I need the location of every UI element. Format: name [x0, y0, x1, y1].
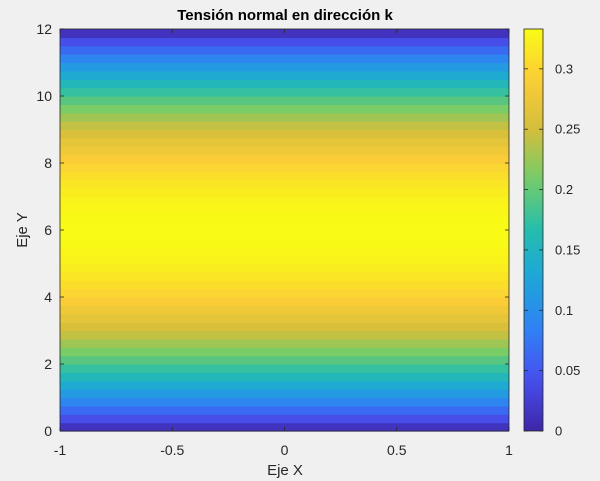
heatmap-band [60, 246, 509, 256]
heatmap-band [60, 414, 509, 424]
heatmap-band [60, 70, 509, 80]
x-tick-label: -1 [54, 442, 67, 458]
heatmap-band [60, 121, 509, 131]
x-tick-label: -0.5 [160, 442, 184, 458]
y-tick-label: 4 [44, 289, 52, 305]
colorbar-tick-label: 0.05 [555, 363, 580, 378]
colorbar-tick-label: 0.2 [555, 182, 573, 197]
heatmap-band [60, 372, 509, 382]
y-tick-label: 12 [36, 21, 52, 37]
heatmap-band [60, 230, 509, 239]
colorbar-ticks: 0 0.05 0.1 0.15 0.2 0.25 0.3 [524, 61, 580, 439]
heatmap-band [60, 280, 509, 290]
heatmap-band [60, 37, 509, 47]
heatmap-band [60, 154, 509, 164]
y-tick-label: 10 [36, 88, 52, 104]
heatmap-band [60, 79, 509, 89]
y-axis-label: Eje Y [14, 212, 31, 248]
heatmap-band [60, 313, 509, 323]
x-tick-label: 0 [281, 442, 289, 458]
heatmap-band [60, 389, 509, 399]
heatmap-band [60, 297, 509, 306]
heatmap-band [60, 204, 509, 214]
heatmap-band [60, 129, 509, 139]
heatmap-band [60, 87, 509, 97]
heatmap-band [60, 330, 509, 340]
heatmap-band [60, 62, 509, 72]
y-tick-label: 0 [44, 423, 52, 439]
heatmap-band [60, 171, 509, 181]
colorbar-tick-label: 0.3 [555, 61, 573, 76]
heatmap-band [60, 288, 509, 298]
heatmap-band [60, 188, 509, 198]
x-axis-ticks: -1 -0.5 0 0.5 1 [54, 29, 513, 458]
colorbar [523, 28, 544, 432]
heatmap-band [60, 104, 509, 114]
heatmap-band [60, 263, 509, 273]
heatmap-band [60, 96, 509, 105]
heatmap-band [60, 146, 509, 156]
x-tick-label: 0.5 [387, 442, 407, 458]
heatmap-band [60, 112, 509, 122]
heatmap-field [60, 29, 509, 432]
y-tick-label: 6 [44, 222, 52, 238]
heatmap-band [60, 322, 509, 332]
y-tick-label: 2 [44, 356, 52, 372]
heatmap-band [60, 29, 509, 38]
heatmap-band [60, 196, 509, 206]
heatmap-band [60, 221, 509, 231]
heatmap-band [60, 338, 509, 348]
heatmap-band [60, 364, 509, 373]
y-tick-label: 8 [44, 155, 52, 171]
chart-title: Tensión normal en dirección k [177, 7, 393, 24]
heatmap-band [60, 179, 509, 189]
x-axis-label: Eje X [267, 462, 303, 479]
heatmap-band [60, 271, 509, 281]
heatmap-band [60, 137, 509, 147]
heatmap-band [60, 355, 509, 365]
y-axis-ticks: 0 2 4 6 8 10 12 [36, 21, 509, 439]
colorbar-tick-label: 0.25 [555, 122, 580, 137]
heatmap-band [60, 347, 509, 357]
x-tick-label: 1 [505, 442, 513, 458]
heatmap-band [60, 54, 509, 64]
heatmap-band [60, 238, 509, 248]
heatmap-band [60, 45, 509, 55]
colorbar-tick-label: 0.15 [555, 242, 580, 257]
colorbar-tick-label: 0 [555, 424, 562, 439]
heatmap-band [60, 405, 509, 415]
heatmap-band [60, 380, 509, 390]
heatmap-band [60, 305, 509, 315]
heatmap-band [60, 255, 509, 265]
heatmap-band [60, 213, 509, 223]
heatmap-band [60, 163, 509, 172]
heatmap-band [60, 397, 509, 407]
colorbar-tick-label: 0.1 [555, 303, 573, 318]
